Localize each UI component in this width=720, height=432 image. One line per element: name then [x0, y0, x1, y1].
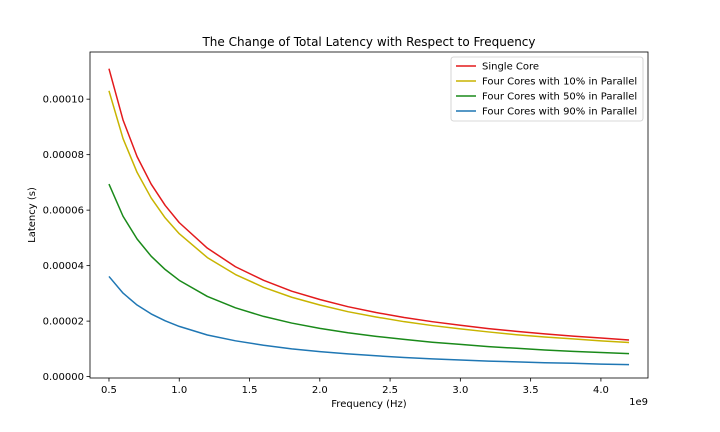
y-tick-label: 0.00004: [43, 261, 84, 272]
y-tick-label: 0.00008: [43, 150, 84, 161]
legend-frame: [450, 56, 644, 122]
legend-label-1: Single Core: [482, 62, 539, 73]
x-axis-ticks: 0.5 1.0 1.5 2.0 2.5 3.0 3.5 4.0: [101, 378, 609, 396]
plot-area-frame: [89, 51, 649, 379]
legend-label-3: Four Cores with 50% in Parallel: [482, 92, 637, 103]
series-line-4: [108, 275, 630, 366]
legend-label-4: Four Cores with 90% in Parallel: [482, 107, 637, 118]
y-tick-label: 0.00010: [43, 95, 84, 106]
y-tick-label: 0.00000: [43, 372, 84, 383]
chart-title: The Change of Total Latency with Respect…: [201, 35, 535, 49]
y-axis-label: Latency (s): [27, 187, 38, 243]
series-line-3: [108, 183, 630, 355]
x-tick-label: 3.5: [523, 385, 539, 396]
x-tick-label: 1.5: [242, 385, 258, 396]
series-line-1: [108, 68, 630, 341]
x-tick-label: 0.5: [101, 385, 117, 396]
legend-label-2: Four Cores with 10% in Parallel: [482, 77, 637, 88]
x-tick-label: 3.0: [452, 385, 468, 396]
x-axis-offset-label: 1e9: [629, 397, 648, 408]
legend: Single Core Four Cores with 10% in Parall…: [450, 56, 644, 122]
series-line-2: [108, 90, 630, 344]
x-tick-label: 1.0: [171, 385, 187, 396]
series-layer: [108, 68, 630, 366]
x-tick-label: 2.0: [312, 385, 328, 396]
y-axis-ticks: 0.00000 0.00002 0.00004 0.00006 0.00008 0.000…: [43, 95, 90, 383]
x-tick-label: 2.5: [382, 385, 398, 396]
x-tick-label: 4.0: [593, 385, 609, 396]
x-axis-label: Frequency (Hz): [331, 399, 407, 410]
y-tick-label: 0.00002: [43, 317, 84, 328]
y-tick-label: 0.00006: [43, 206, 84, 217]
